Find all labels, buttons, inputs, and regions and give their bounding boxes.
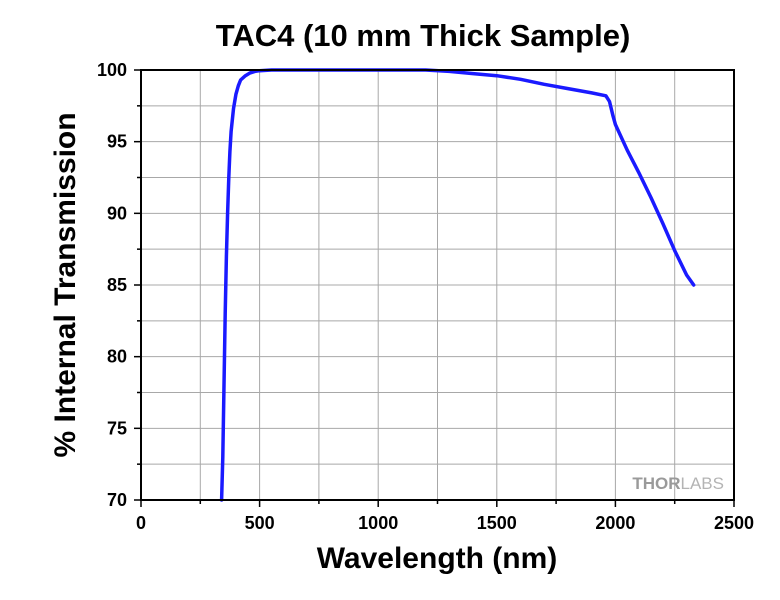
y-tick-label: 70 <box>107 490 127 510</box>
watermark-thor: THOR <box>632 474 680 493</box>
y-tick-label: 100 <box>97 60 127 80</box>
x-tick-label: 2000 <box>595 513 635 533</box>
y-tick-label: 90 <box>107 203 127 223</box>
x-tick-label: 500 <box>245 513 275 533</box>
y-tick-label: 95 <box>107 132 127 152</box>
x-tick-label: 1500 <box>477 513 517 533</box>
grid <box>141 70 734 500</box>
watermark-labs: LABS <box>681 474 724 493</box>
watermark: THORLABS <box>632 474 724 493</box>
chart-title: TAC4 (10 mm Thick Sample) <box>216 18 631 53</box>
x-tick-labels: 0 500 1000 1500 2000 2500 <box>136 513 754 533</box>
x-tick-label: 0 <box>136 513 146 533</box>
x-tick-label: 2500 <box>714 513 754 533</box>
y-tick-labels: 70 75 80 85 90 95 100 <box>97 60 127 510</box>
y-tick-label: 80 <box>107 347 127 367</box>
y-axis-label: % Internal Transmission <box>49 112 82 457</box>
y-tick-label: 75 <box>107 418 127 438</box>
y-tick-label: 85 <box>107 275 127 295</box>
svg-text:THORLABS: THORLABS <box>632 474 724 493</box>
x-tick-label: 1000 <box>358 513 398 533</box>
x-axis-label: Wavelength (nm) <box>317 542 558 575</box>
tick-marks <box>134 69 735 507</box>
